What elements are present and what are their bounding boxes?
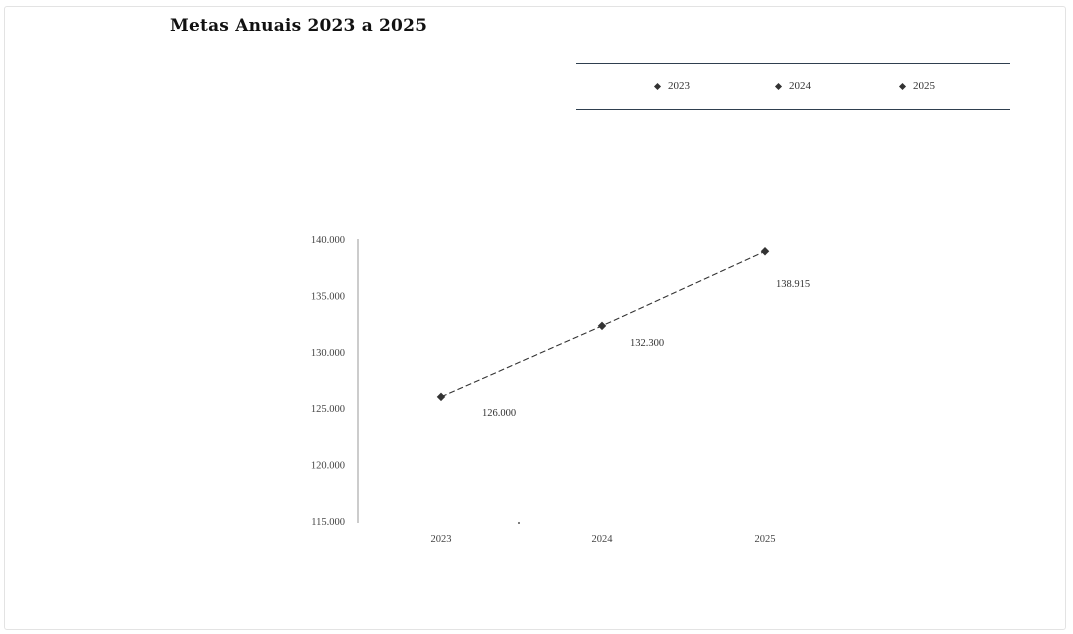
- data-point: [436, 392, 446, 402]
- data-label: 126.000: [482, 408, 516, 419]
- y-tick-label: 140.000: [311, 235, 345, 246]
- x-tick-label: 2025: [755, 534, 776, 545]
- chart-title: Metas Anuais 2023 a 2025: [170, 16, 428, 36]
- data-point: [760, 246, 770, 256]
- y-tick-label: 120.000: [311, 461, 345, 472]
- data-point: [597, 321, 607, 331]
- legend-item-2023: 2023: [653, 80, 690, 92]
- legend-label-2025: 2025: [913, 80, 935, 92]
- legend-item-2024: 2024: [774, 80, 811, 92]
- legend-item-2025: 2025: [898, 80, 935, 92]
- chart-frame: [4, 6, 1066, 630]
- y-tick-label: 130.000: [311, 348, 345, 359]
- x-tick-label: 2024: [592, 534, 614, 545]
- x-tick-label: 2023: [431, 534, 452, 545]
- legend-label-2024: 2024: [789, 80, 811, 92]
- y-tick-label: 125.000: [311, 404, 345, 415]
- data-label: 138.915: [776, 279, 810, 290]
- y-tick-label: 135.000: [311, 291, 345, 302]
- legend-label-2023: 2023: [668, 80, 690, 92]
- y-tick-label: 115.000: [311, 517, 345, 528]
- x-axis-tick-mark: [518, 522, 520, 524]
- legend-top-rule: [576, 63, 1010, 64]
- data-label: 132.300: [630, 338, 664, 349]
- legend-bottom-rule: [576, 109, 1010, 110]
